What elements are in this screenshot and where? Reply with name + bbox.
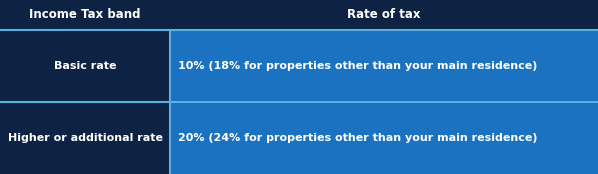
Text: Income Tax band: Income Tax band [29,9,141,22]
Text: Higher or additional rate: Higher or additional rate [8,133,163,143]
Text: Basic rate: Basic rate [54,61,117,71]
Text: 10% (18% for properties other than your main residence): 10% (18% for properties other than your … [178,61,538,71]
Bar [170,102,598,174]
Bar [0,102,170,174]
Text: Rate of tax: Rate of tax [347,9,421,22]
Bar [0,30,170,102]
Text: 20% (24% for properties other than your main residence): 20% (24% for properties other than your … [178,133,538,143]
Bar [0,0,598,30]
Bar [170,30,598,102]
